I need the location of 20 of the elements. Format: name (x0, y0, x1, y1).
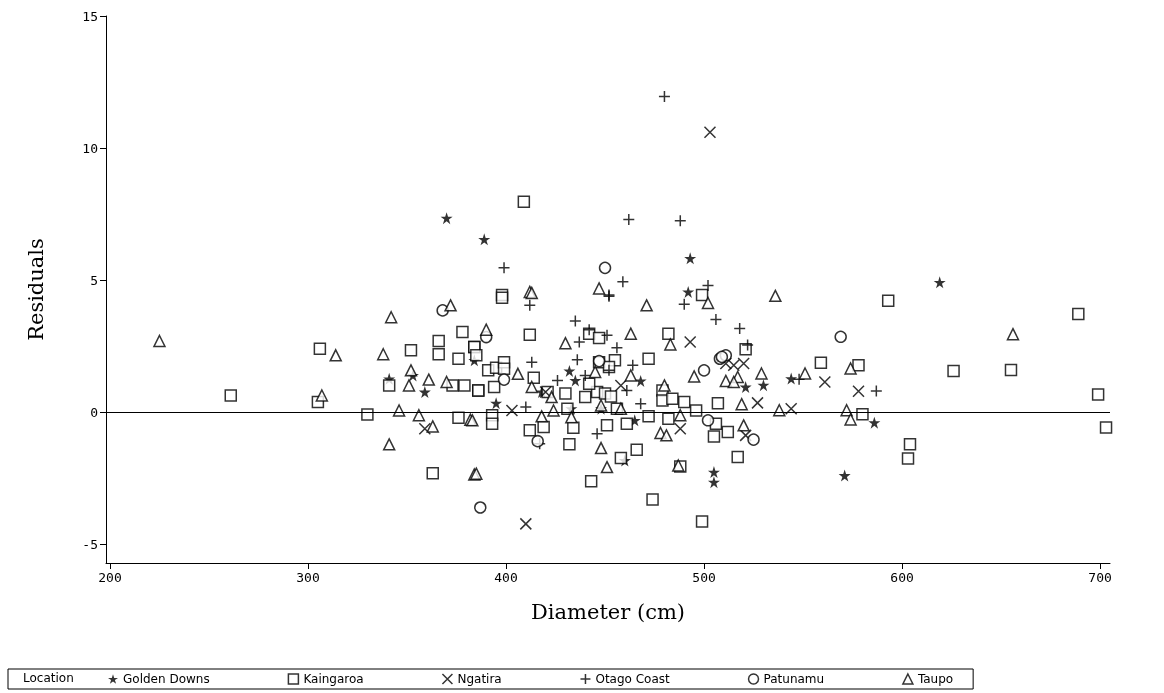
y-tick-label: 5 (90, 272, 98, 288)
y-tick-label: 0 (90, 404, 98, 420)
y-axis-title: Residuals (23, 238, 48, 341)
y-tick-label: 15 (82, 8, 98, 24)
legend-label: Golden Downs (123, 672, 210, 686)
legend-label: Patunamu (763, 672, 825, 686)
x-tick-label: 700 (1088, 570, 1112, 585)
x-tick-label: 600 (890, 570, 914, 585)
legend-label: Kaingaroa (303, 672, 364, 686)
x-tick-label: 300 (296, 570, 320, 585)
legend-label: Otago Coast (595, 672, 671, 686)
x-axis-title: Diameter (cm) (530, 599, 686, 624)
y-tick-label: 10 (82, 140, 98, 156)
x-tick-label: 500 (692, 570, 716, 585)
legend-title: Location (23, 671, 74, 685)
x-tick-label: 400 (494, 570, 518, 585)
legend-label: Taupo (916, 672, 954, 686)
x-tick-label: 200 (98, 570, 122, 585)
y-tick-label: -5 (82, 537, 98, 552)
legend-label: Ngatira (457, 672, 502, 686)
